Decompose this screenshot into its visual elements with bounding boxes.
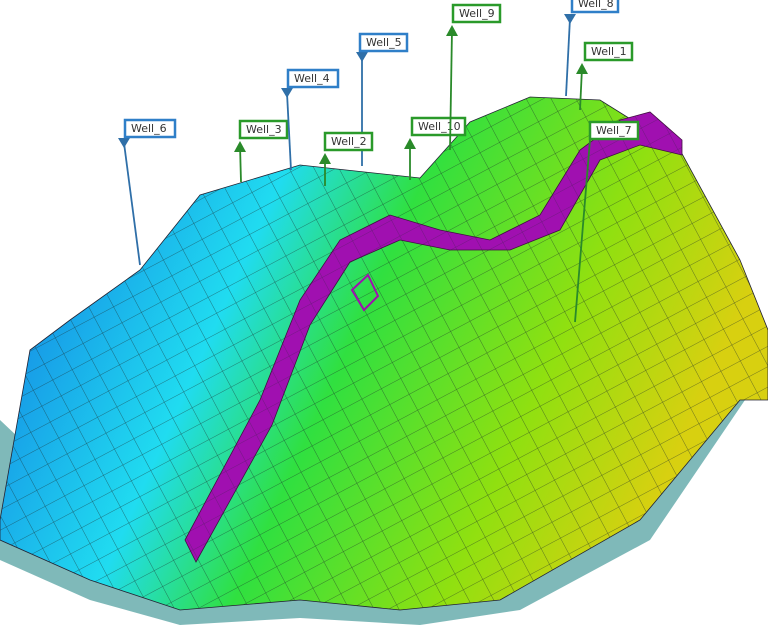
well: Well_7 — [574, 120, 640, 323]
well: Well_3 — [234, 119, 289, 183]
well-marker — [319, 153, 331, 164]
well-label-box — [286, 68, 340, 89]
fault-grid — [185, 112, 682, 562]
well: Well_2 — [319, 131, 374, 186]
well-path — [565, 17, 571, 97]
wells: Well_6 Well_3 Well_4 Well_5 Well_2 — [118, 0, 640, 323]
well-label: Well_1 — [591, 45, 627, 58]
surface — [0, 96, 768, 625]
well-label: Well_6 — [131, 122, 167, 135]
well-path — [123, 142, 141, 266]
well-label: Well_3 — [246, 123, 282, 136]
well-label-box — [451, 3, 502, 24]
well: Well_9 — [446, 3, 502, 151]
well-label-box — [570, 0, 620, 14]
well: Well_4 — [281, 68, 340, 171]
well-label-box — [410, 116, 467, 137]
well-marker — [446, 25, 458, 36]
well-label-box — [323, 131, 374, 152]
well-label: Well_8 — [578, 0, 614, 10]
well-label: Well_5 — [366, 36, 402, 49]
well-path — [579, 67, 583, 111]
well-marker — [118, 138, 130, 148]
well-label: Well_4 — [294, 72, 330, 85]
well-label-box — [583, 41, 634, 62]
well-marker — [564, 14, 576, 24]
well-marker — [576, 63, 588, 74]
well-label: Well_7 — [596, 124, 632, 137]
well-marker — [281, 88, 293, 98]
well-label-box — [238, 119, 289, 140]
well-path — [449, 29, 453, 151]
well-label: Well_2 — [331, 135, 367, 148]
well-marker — [234, 141, 246, 152]
well-label-box — [588, 120, 640, 141]
well: Well_5 — [356, 32, 409, 166]
well-label-box — [123, 118, 177, 139]
well-label: Well_10 — [418, 120, 461, 133]
well: Well_6 — [118, 118, 177, 266]
well-path — [574, 139, 591, 323]
well: Well_1 — [576, 41, 634, 111]
cell-outline — [350, 273, 380, 312]
well-marker — [356, 52, 368, 62]
well-marker — [404, 138, 416, 149]
well-path — [286, 92, 292, 171]
well-label-box — [358, 32, 409, 53]
surface-grid — [0, 97, 768, 610]
well: Well_8 — [564, 0, 620, 97]
well-label: Well_9 — [459, 7, 495, 20]
